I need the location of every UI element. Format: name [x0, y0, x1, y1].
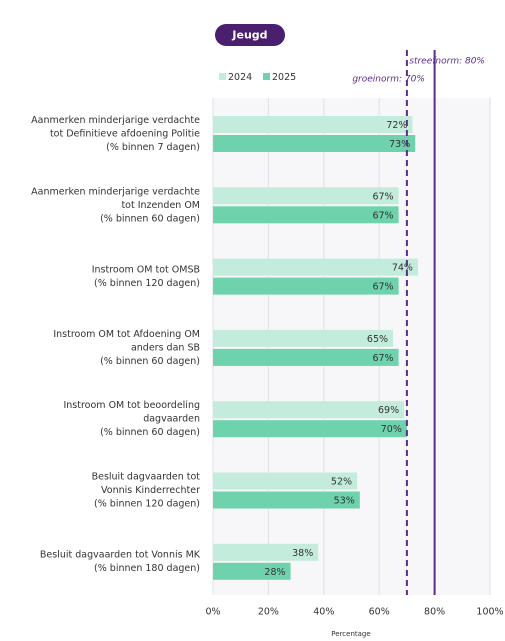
value-label: 67%	[372, 282, 393, 293]
category-label: Vonnis Kinderrechter	[101, 485, 200, 496]
x-axis-label: Percentage	[331, 630, 370, 638]
bar	[213, 135, 416, 152]
category-label: Aanmerken minderjarige verdachte	[31, 186, 200, 197]
category-label: tot Definitieve afdoening Politie	[50, 129, 200, 140]
badge-label: Jeugd	[231, 29, 267, 42]
category-label: (% binnen 60 dagen)	[100, 427, 200, 438]
category-label: Instroom OM tot OMSB	[92, 264, 200, 275]
reference-label: groeinorm: 70%	[352, 75, 425, 85]
bar	[213, 277, 399, 295]
value-label: 38%	[292, 548, 313, 559]
x-tick-label: 60%	[369, 607, 390, 618]
value-label: 65%	[367, 334, 388, 345]
category-label: (% binnen 180 dagen)	[94, 563, 200, 574]
category-label: (% binnen 60 dagen)	[100, 213, 200, 224]
value-label: 72%	[386, 120, 407, 131]
legend-swatch	[219, 73, 226, 80]
bar	[213, 472, 358, 490]
category-label: Instroom OM tot Afdoening OM	[53, 329, 200, 340]
legend-label: 2024	[228, 72, 252, 83]
reference-label: streefnorm: 80%	[409, 57, 485, 67]
category-label: (% binnen 120 dagen)	[94, 499, 200, 510]
value-label: 73%	[389, 139, 410, 150]
value-label: 70%	[381, 424, 402, 435]
category-label: anders dan SB	[131, 342, 200, 353]
category-label: dagvaarden	[143, 414, 200, 425]
bar	[213, 562, 291, 580]
value-label: 69%	[378, 405, 399, 416]
value-label: 67%	[372, 353, 393, 364]
bar	[213, 491, 360, 509]
x-tick-label: 40%	[313, 607, 334, 618]
legend-label: 2025	[272, 72, 296, 83]
bar	[213, 206, 399, 224]
badge	[215, 24, 285, 46]
value-label: 67%	[372, 191, 393, 202]
value-label: 67%	[372, 210, 393, 221]
bar	[213, 258, 418, 276]
bar	[213, 401, 405, 419]
category-label: (% binnen 120 dagen)	[94, 278, 200, 289]
bar	[213, 329, 394, 347]
bar	[213, 348, 399, 366]
bar	[213, 420, 407, 438]
x-tick-label: 20%	[258, 607, 279, 618]
value-label: 28%	[264, 567, 285, 578]
x-tick-label: 0%	[205, 607, 220, 618]
value-label: 53%	[334, 496, 355, 507]
category-label: Aanmerken minderjarige verdachte	[31, 115, 200, 126]
x-tick-label: 100%	[476, 607, 503, 618]
category-label: Besluit dagvaarden tot Vonnis MK	[40, 550, 201, 561]
value-label: 52%	[331, 477, 352, 488]
value-label: 74%	[392, 263, 413, 274]
legend-swatch	[263, 73, 270, 80]
category-label: (% binnen 60 dagen)	[100, 356, 200, 367]
category-label: tot Inzenden OM	[121, 200, 200, 211]
category-label: (% binnen 7 dagen)	[106, 142, 200, 153]
category-label: Instroom OM tot beoordeling	[63, 400, 200, 411]
bar	[213, 116, 413, 133]
bar	[213, 187, 399, 205]
category-label: Besluit dagvaarden tot	[92, 472, 201, 483]
x-tick-label: 80%	[424, 607, 445, 618]
bar	[213, 543, 319, 561]
